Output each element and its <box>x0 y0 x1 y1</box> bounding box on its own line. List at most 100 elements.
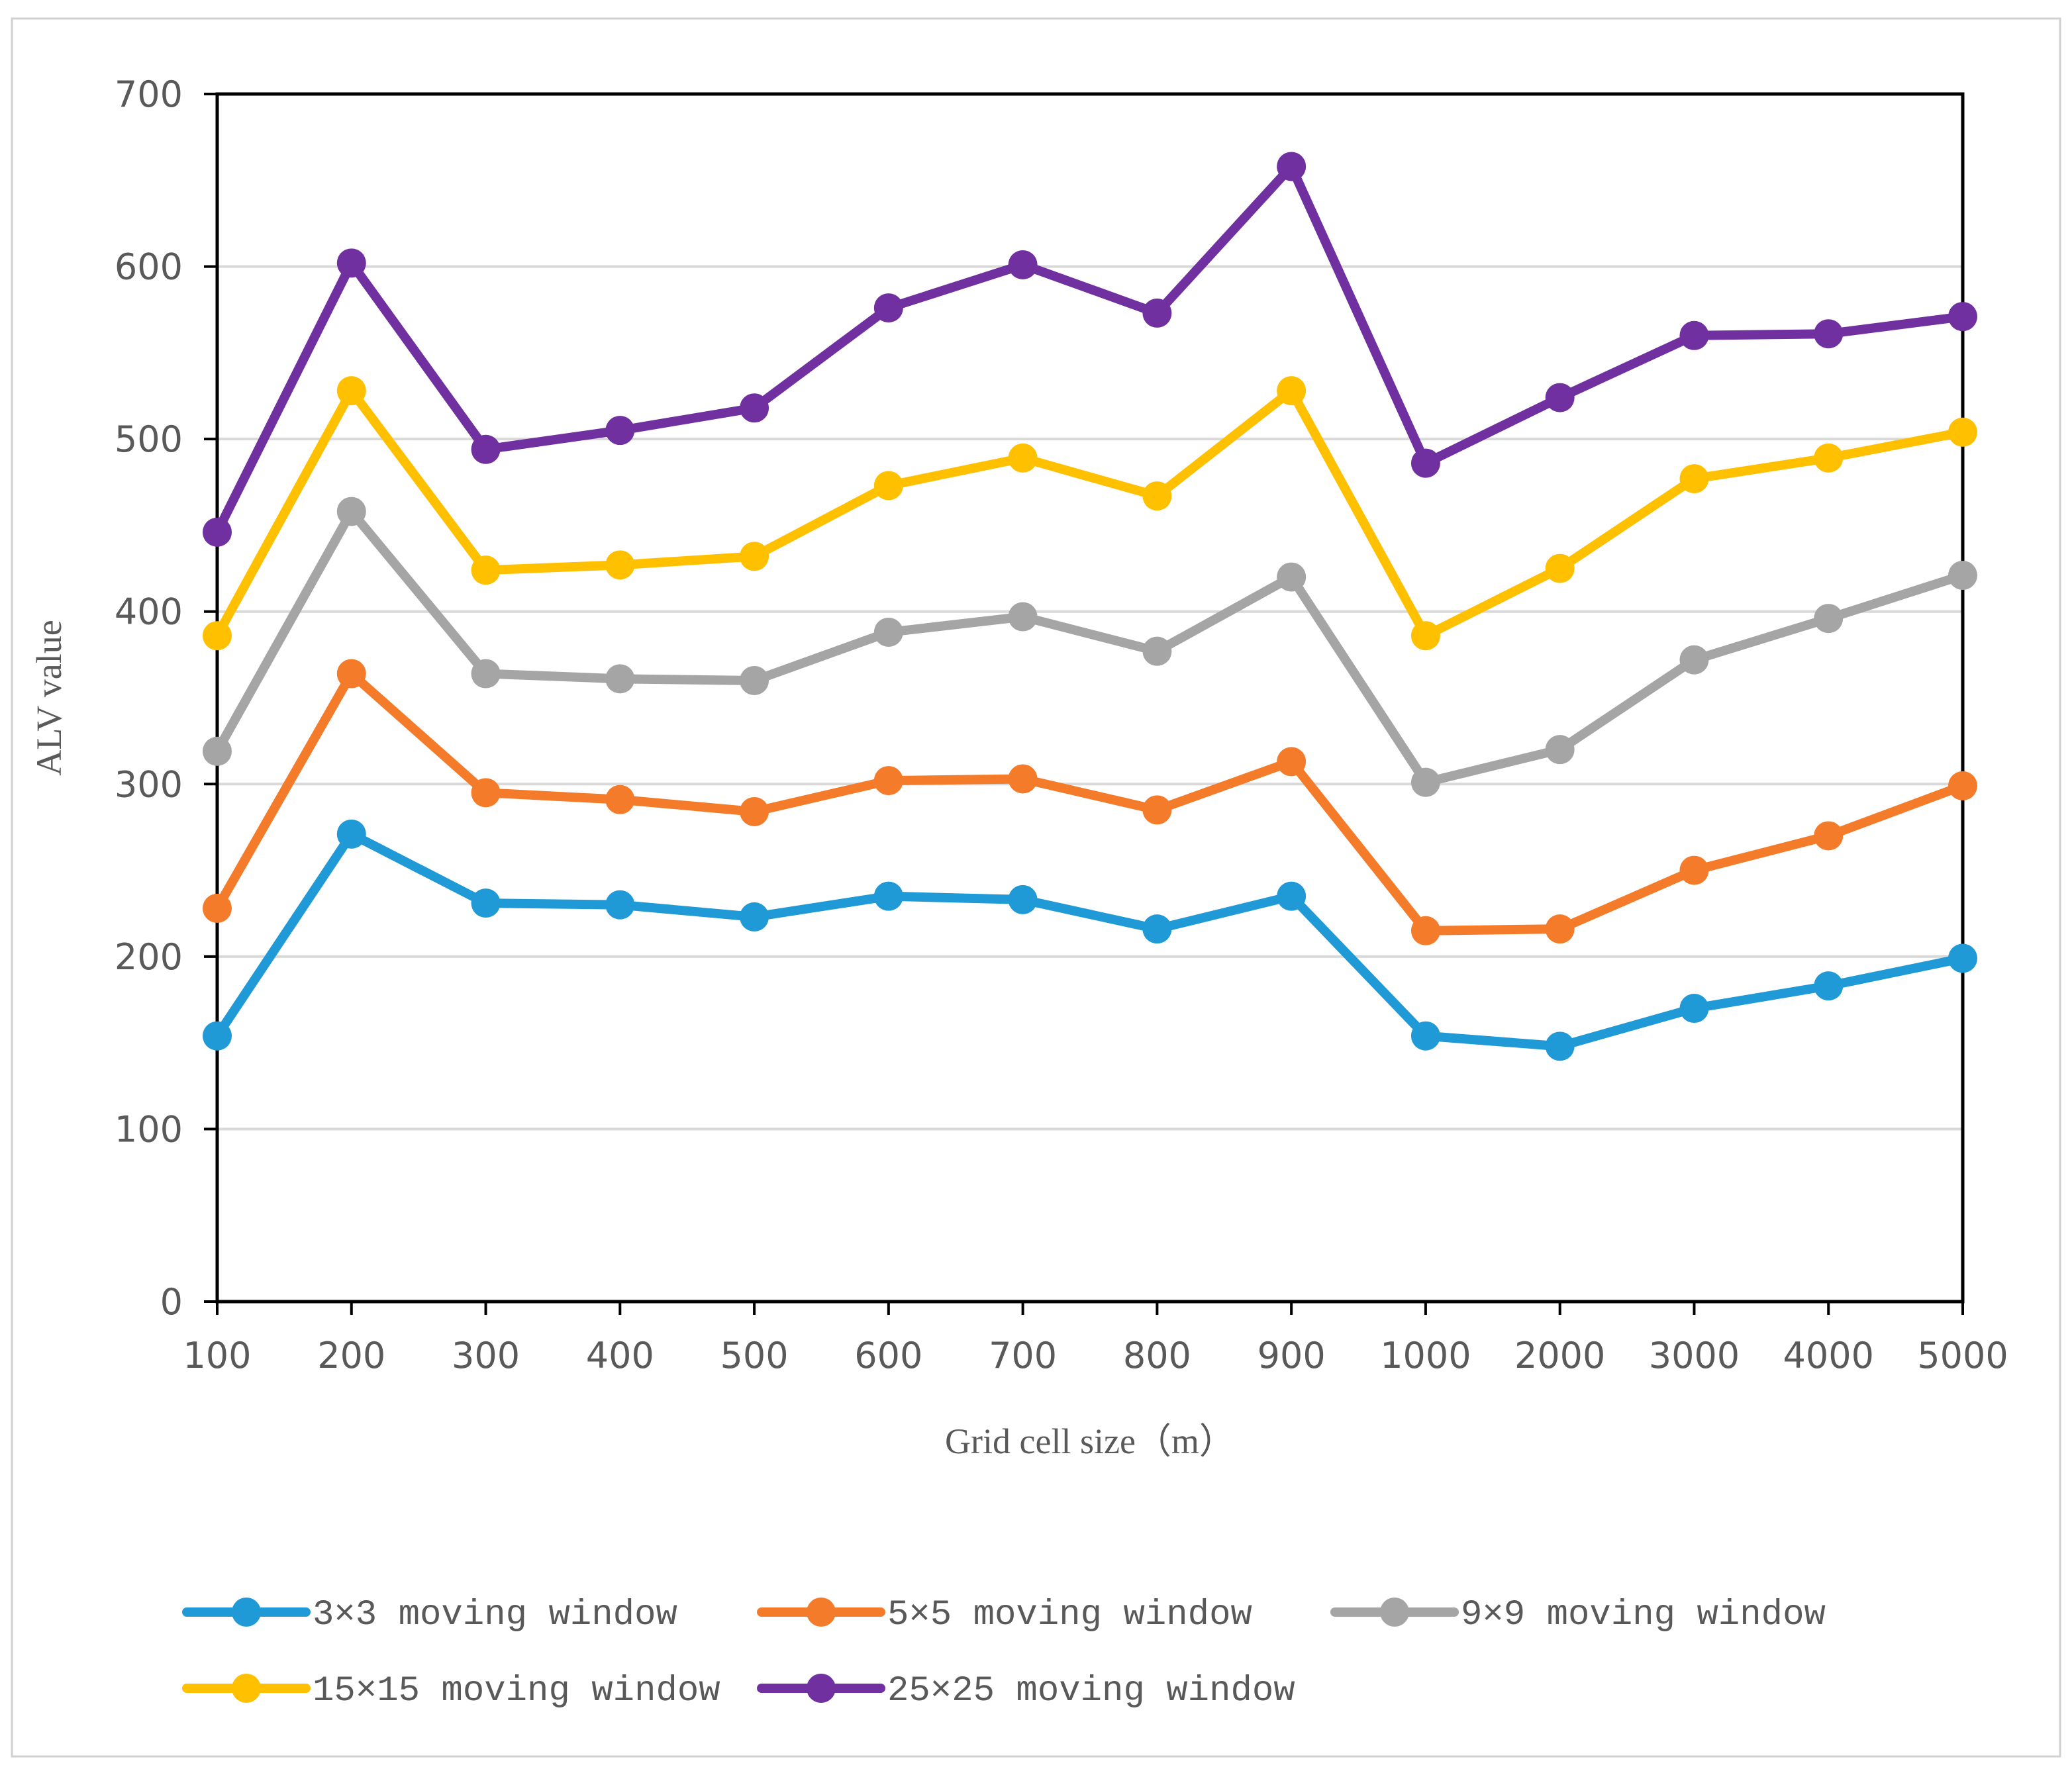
series-1 <box>203 819 1977 1061</box>
data-point <box>203 736 232 766</box>
data-point <box>740 542 769 571</box>
data-point <box>1410 448 1440 478</box>
data-point <box>740 393 769 423</box>
data-point <box>471 888 501 918</box>
series-line <box>213 829 1967 1051</box>
outer-frame <box>11 17 2061 1758</box>
data-point <box>1814 319 1844 349</box>
data-point <box>740 665 769 695</box>
series-3 <box>203 497 1977 797</box>
data-point <box>1410 916 1440 945</box>
data-point <box>605 890 635 920</box>
data-point <box>471 555 501 585</box>
data-point <box>336 248 366 278</box>
data-point <box>1545 914 1575 944</box>
data-point <box>1410 621 1440 651</box>
plot-area-frame <box>215 92 1965 1304</box>
legend-swatch-marker <box>232 1598 261 1627</box>
series-2 <box>203 659 1977 945</box>
data-point <box>1142 298 1172 328</box>
data-point <box>1948 771 1977 800</box>
data-point <box>1142 481 1172 511</box>
data-point <box>1008 885 1038 914</box>
y-tick-label: 200 <box>115 936 183 978</box>
data-point <box>336 376 366 406</box>
x-tick-label: 1000 <box>1380 1335 1471 1376</box>
legend-label: 25×25 moving window <box>887 1671 1295 1711</box>
data-point <box>873 471 903 501</box>
data-point <box>1008 443 1038 473</box>
x-tick-label: 800 <box>1123 1335 1191 1376</box>
legend-swatch-marker <box>1380 1598 1409 1627</box>
data-point <box>203 1021 232 1051</box>
data-point <box>1545 1031 1575 1061</box>
data-point <box>873 617 903 647</box>
data-point <box>1008 250 1038 279</box>
data-point <box>1008 602 1038 632</box>
data-point <box>1277 562 1307 592</box>
series-lines <box>203 152 1977 1061</box>
data-point <box>1814 821 1844 851</box>
y-tick-label: 500 <box>115 418 183 460</box>
data-point <box>605 664 635 694</box>
data-point <box>1277 152 1307 181</box>
legend-swatch-marker <box>807 1674 836 1703</box>
data-point <box>1545 553 1575 583</box>
data-point <box>605 785 635 814</box>
legend-item: 25×25 moving window <box>757 1671 1295 1711</box>
data-point <box>1545 735 1575 765</box>
data-point <box>605 550 635 580</box>
data-point <box>1948 943 1977 973</box>
y-tick-label: 700 <box>115 73 183 115</box>
x-tick-label: 4000 <box>1783 1335 1874 1376</box>
data-point <box>1814 971 1844 1001</box>
x-tick-label: 900 <box>1258 1335 1326 1376</box>
data-point <box>740 902 769 932</box>
series-line <box>213 162 1967 537</box>
x-tick-label: 100 <box>183 1335 251 1376</box>
y-tick-label: 0 <box>160 1281 183 1323</box>
data-point <box>1679 994 1709 1024</box>
x-tick-label: 2000 <box>1514 1335 1605 1376</box>
data-point <box>1679 320 1709 350</box>
x-tick-label: 700 <box>989 1335 1057 1376</box>
data-point <box>203 893 232 923</box>
data-point <box>1142 795 1172 825</box>
data-point <box>1142 636 1172 666</box>
data-point <box>336 659 366 689</box>
data-point <box>1277 747 1307 777</box>
legend-label: 5×5 moving window <box>887 1595 1252 1635</box>
legend: 3×3 moving window 5×5 moving window 9×9 mo… <box>182 1595 1826 1711</box>
data-point <box>873 293 903 323</box>
data-point <box>873 881 903 911</box>
data-point <box>1008 764 1038 794</box>
x-tick-label: 400 <box>586 1335 654 1376</box>
data-point <box>1545 383 1575 412</box>
data-point <box>1679 464 1709 494</box>
data-point <box>1948 302 1977 332</box>
data-point <box>1679 645 1709 675</box>
legend-label: 15×15 moving window <box>313 1671 720 1711</box>
y-axis-ticks: 0 100 200 300 400 500 600 700 <box>115 73 217 1323</box>
data-point <box>1679 855 1709 885</box>
data-point <box>1410 1021 1440 1051</box>
x-tick-label: 200 <box>317 1335 385 1376</box>
data-point <box>1948 417 1977 447</box>
legend-item: 3×3 moving window <box>182 1595 677 1635</box>
data-point <box>1277 881 1307 911</box>
legend-item: 9×9 moving window <box>1330 1595 1826 1635</box>
data-point <box>1277 376 1307 406</box>
legend-item: 5×5 moving window <box>757 1595 1252 1635</box>
series-line <box>213 669 1967 935</box>
data-point <box>336 819 366 849</box>
x-axis-title: Grid cell size（m） <box>945 1421 1235 1461</box>
legend-label: 9×9 moving window <box>1461 1595 1826 1635</box>
data-point <box>1814 604 1844 634</box>
y-tick-label: 600 <box>115 246 183 288</box>
data-point <box>336 497 366 526</box>
legend-swatch-marker <box>232 1674 261 1703</box>
data-point <box>1814 443 1844 473</box>
data-point <box>605 416 635 446</box>
gridlines <box>217 265 1963 1131</box>
